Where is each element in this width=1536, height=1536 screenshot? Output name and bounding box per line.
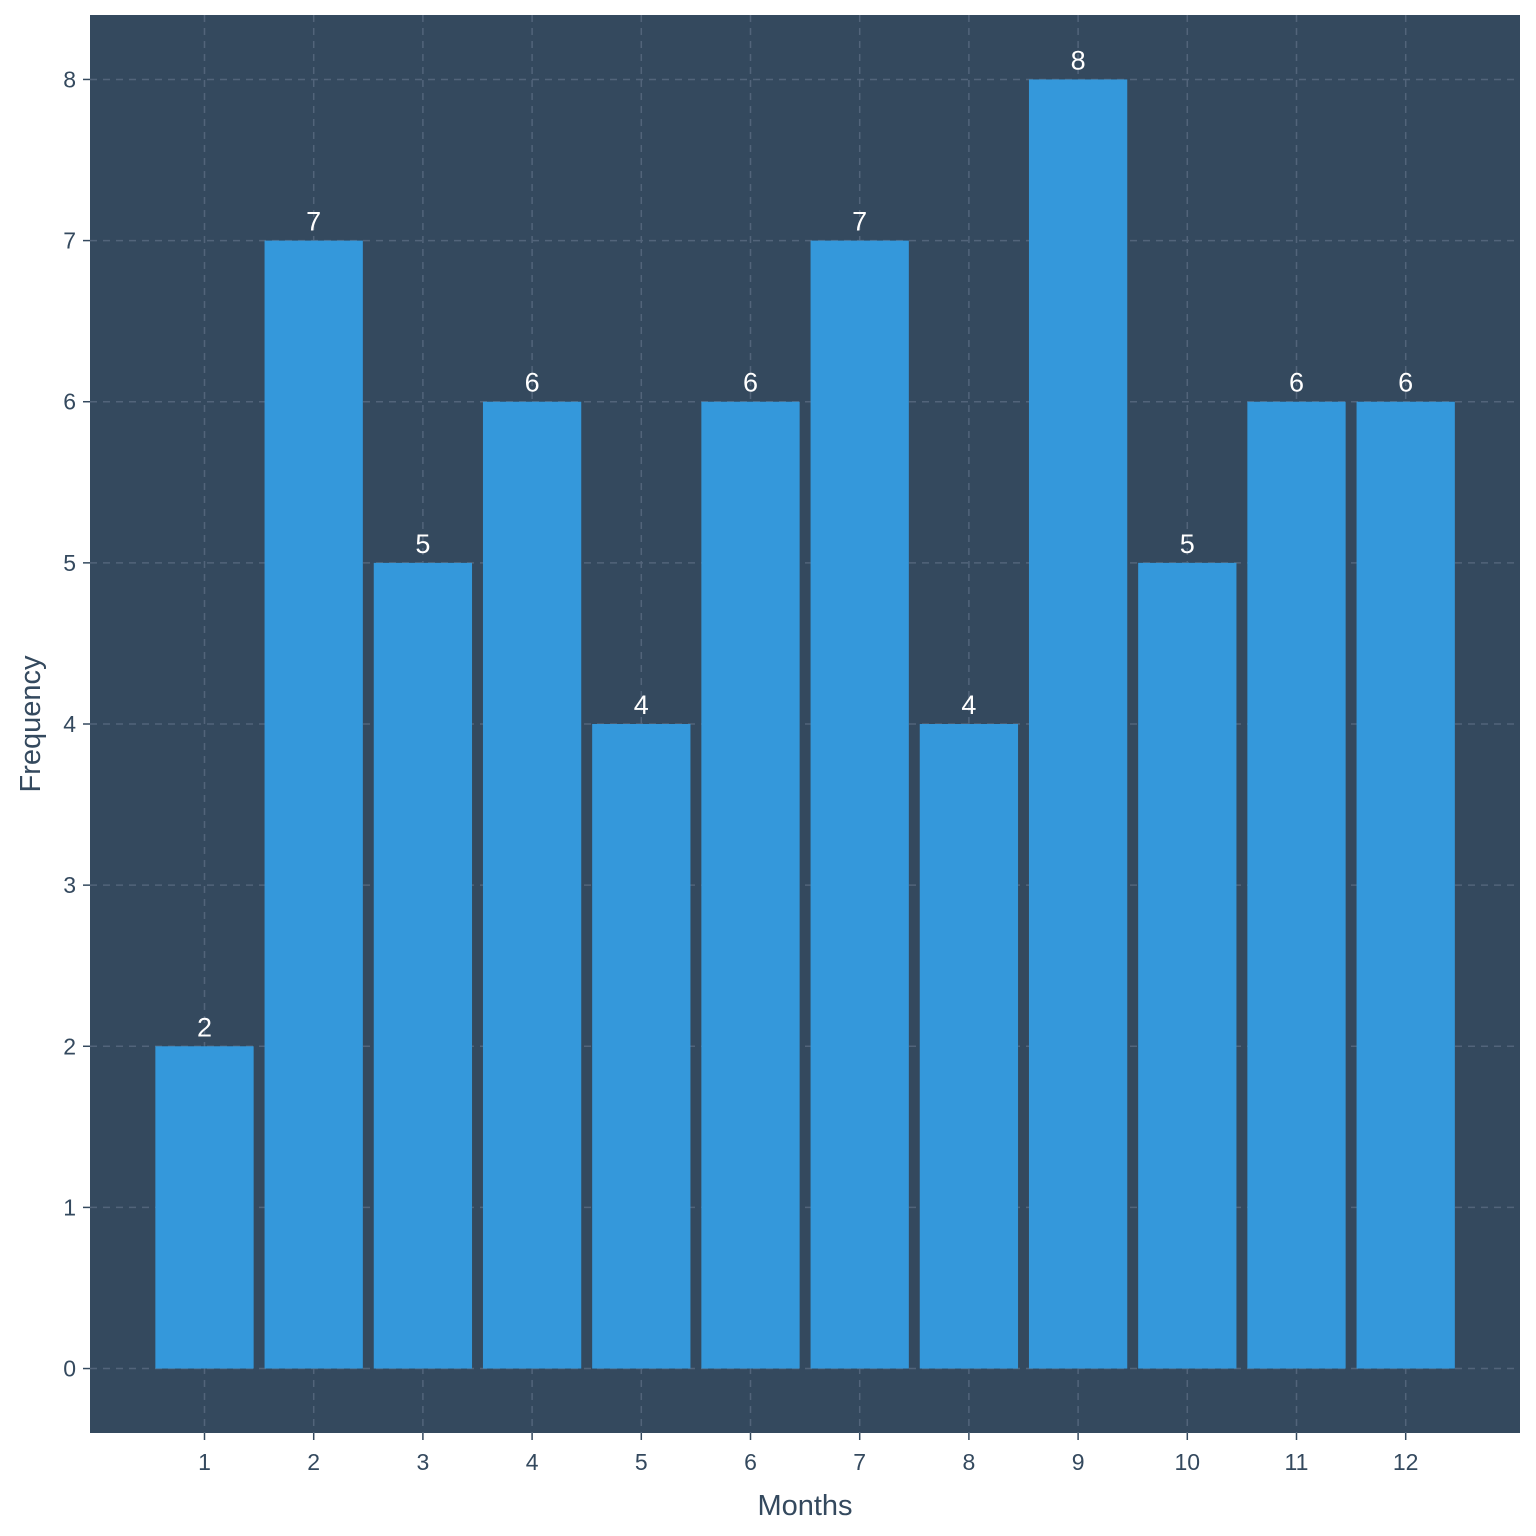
bar <box>264 240 363 1369</box>
bars <box>155 79 1455 1369</box>
bar-value-label: 7 <box>852 207 867 237</box>
y-tick-label: 6 <box>63 389 76 415</box>
x-tick-label: 1 <box>198 1449 211 1475</box>
x-tick-label: 6 <box>744 1449 757 1475</box>
bar-value-label: 6 <box>743 368 758 398</box>
x-axis: 1 2 3 4 5 6 7 8 9 10 11 12 <box>198 1433 1418 1475</box>
bar <box>1028 79 1128 1369</box>
x-tick-label: 12 <box>1393 1449 1419 1475</box>
x-tick-label: 10 <box>1175 1449 1201 1475</box>
x-tick-label: 9 <box>1072 1449 1085 1475</box>
bar <box>373 562 473 1369</box>
y-tick-label: 3 <box>63 872 76 898</box>
y-tick-label: 7 <box>63 228 76 254</box>
y-tick-label: 1 <box>63 1194 76 1220</box>
x-tick-label: 5 <box>635 1449 648 1475</box>
bar <box>1138 562 1237 1369</box>
bar-value-label: 7 <box>306 207 321 237</box>
bar-value-label: 4 <box>634 690 649 720</box>
bar <box>155 1046 254 1369</box>
y-axis: 0 1 2 3 4 5 6 7 8 <box>63 66 90 1382</box>
bar-value-label: 4 <box>961 690 976 720</box>
bar-value-label: 2 <box>197 1012 212 1042</box>
y-tick-label: 5 <box>63 550 76 576</box>
x-axis-title: Months <box>757 1490 852 1522</box>
x-tick-label: 11 <box>1285 1449 1309 1475</box>
data-labels: 2 7 5 6 4 6 7 4 8 5 6 6 <box>197 45 1413 1042</box>
x-tick-label: 7 <box>853 1449 866 1475</box>
bar <box>919 724 1019 1369</box>
bar <box>701 401 800 1369</box>
y-tick-label: 0 <box>63 1356 76 1382</box>
bar-value-label: 6 <box>1289 368 1304 398</box>
bar-value-label: 5 <box>1180 529 1195 559</box>
x-tick-label: 4 <box>526 1449 539 1475</box>
bar <box>810 240 909 1369</box>
bar <box>1247 401 1346 1369</box>
y-tick-label: 2 <box>63 1033 76 1059</box>
x-tick-label: 2 <box>307 1449 320 1475</box>
bar-value-label: 6 <box>1398 368 1413 398</box>
x-tick-label: 3 <box>417 1449 430 1475</box>
bar <box>592 724 691 1369</box>
y-tick-label: 4 <box>63 711 76 737</box>
bar-value-label: 6 <box>525 368 540 398</box>
y-tick-label: 8 <box>63 66 76 92</box>
bar <box>482 401 582 1369</box>
bar-value-label: 5 <box>415 529 430 559</box>
y-axis-title: Frequency <box>15 655 47 793</box>
bar-value-label: 8 <box>1071 45 1086 75</box>
bar <box>1356 401 1455 1369</box>
x-tick-label: 8 <box>963 1449 976 1475</box>
